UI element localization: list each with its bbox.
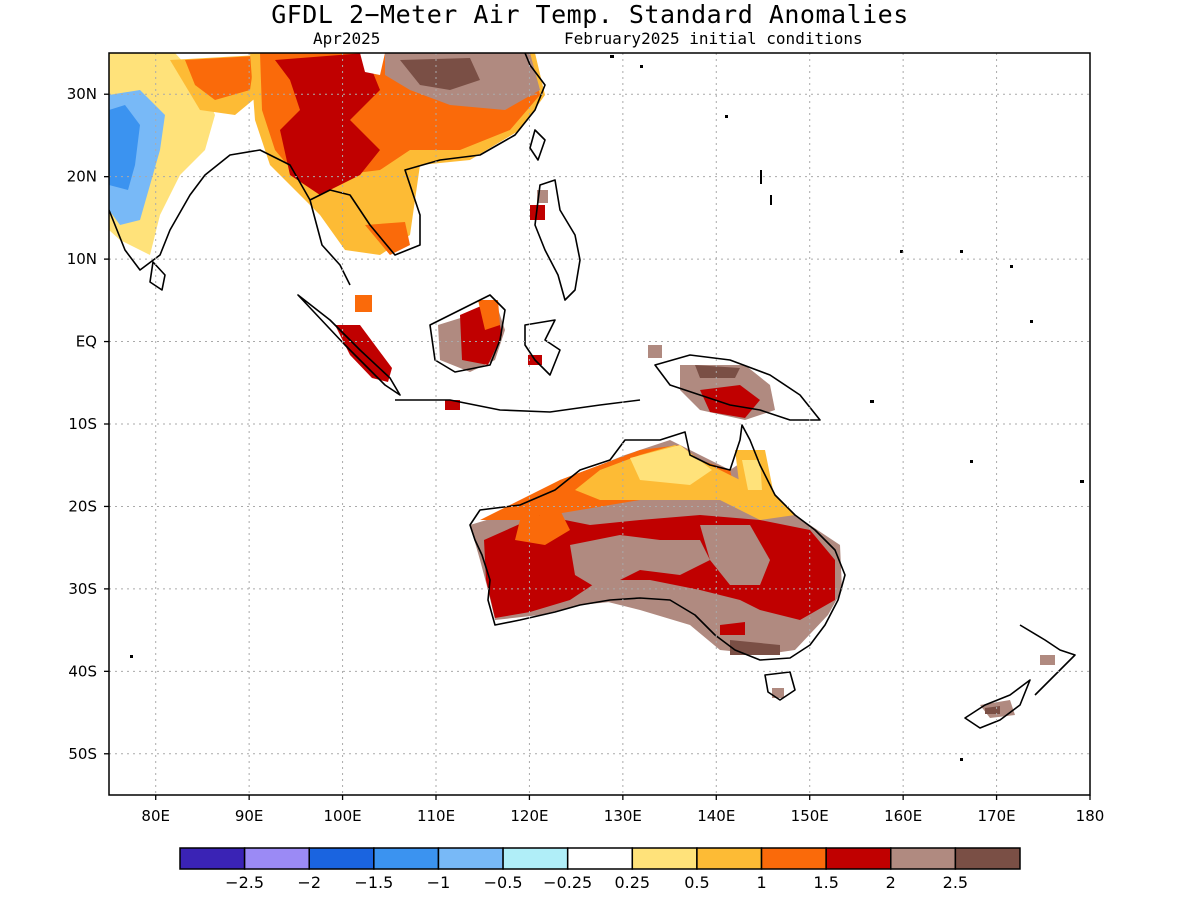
longitude-axis: 80E 90E 100E 110E 120E 130E 140E 150E 160E 170E 18… [141,795,1104,825]
lat-tick-label: 10S [68,415,97,433]
anomaly-region-new-zealand [980,655,1055,718]
lat-tick-label: 40S [68,662,97,680]
forecast-month: Apr2025 [313,29,381,48]
lon-tick-label: 150E [791,807,829,825]
lon-tick-label: 80E [141,807,170,825]
colorbar-swatch [502,847,569,870]
colorbar-swatch [566,847,634,870]
coastlines [109,53,1076,729]
colorbar-swatch [825,847,892,870]
anomaly-region-south-asia [109,53,265,255]
lon-tick-label: 130E [604,807,642,825]
colorbar-label: −0.25 [543,873,592,892]
lon-tick-label: 180 [1076,807,1105,825]
map-title: GFDL 2−Meter Air Temp. Standard Anomalie… [271,0,909,29]
anomaly-region-australia [470,440,842,698]
lat-tick-label: 20S [68,497,97,515]
lon-tick-label: 90E [235,807,264,825]
colorbar-label: 1.5 [813,873,838,892]
colorbar-swatch [760,847,827,870]
colorbar-label: −2.5 [225,873,264,892]
lat-tick-label: 30N [67,85,97,103]
lon-tick-label: 120E [510,807,548,825]
colorbar-swatch [890,847,957,870]
map-plot-area [109,53,1090,795]
lat-tick-label: 20N [67,168,97,186]
lon-tick-label: 170E [978,807,1016,825]
colorbar-label: 2.5 [943,873,968,892]
colorbar-label: −1.5 [354,873,393,892]
colorbar-swatch [373,847,440,870]
lon-tick-label: 160E [884,807,922,825]
colorbar-label: −1 [427,873,451,892]
colorbar-label: 0.5 [684,873,709,892]
colorbar: −2.5 −2 −1.5 −1 −0.5 −0.25 0.25 0.5 1 1.5 2 2.5 [179,847,1021,892]
lat-lon-gridlines [109,53,1090,795]
lat-tick-label: EQ [76,333,97,351]
colorbar-label: −0.5 [484,873,523,892]
colorbar-label: 1 [756,873,766,892]
colorbar-label: −2 [297,873,321,892]
lon-tick-label: 100E [324,807,362,825]
colorbar-swatch [308,847,375,870]
colorbar-swatch [243,847,310,870]
anomaly-region-east-asia [250,53,545,255]
colorbar-label: 2 [886,873,896,892]
initial-conditions: February2025 initial conditions [564,29,863,48]
colorbar-swatch [437,847,504,870]
latitude-axis: 30N 20N 10N EQ 10S 20S 30S 40S 50S [67,85,109,763]
colorbar-swatch [954,847,1021,870]
colorbar-swatch [631,847,698,870]
anomaly-region-new-guinea [680,365,775,420]
small-islands [130,55,1084,761]
lat-tick-label: 30S [68,580,97,598]
lon-tick-label: 140E [697,807,735,825]
colorbar-swatch [179,847,246,870]
lon-tick-label: 110E [417,807,455,825]
lat-tick-label: 50S [68,745,97,763]
colorbar-swatch [696,847,763,870]
plot-frame [108,52,1091,796]
lat-tick-label: 10N [67,250,97,268]
colorbar-label: 0.25 [614,873,650,892]
